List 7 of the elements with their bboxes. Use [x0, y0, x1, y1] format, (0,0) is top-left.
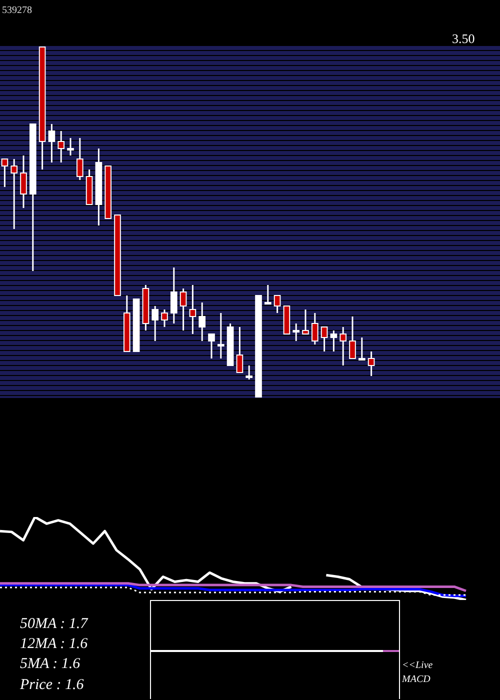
text: 50MA : 1.7	[20, 616, 88, 633]
chart-title: 539278	[2, 5, 32, 16]
text: <<Live MACD	[402, 659, 434, 687]
text: 5MA : 1.6	[20, 656, 80, 673]
text: Price : 1.6	[20, 677, 84, 694]
text: 3.50	[452, 31, 475, 47]
text: 12MA : 1.6	[20, 636, 88, 653]
